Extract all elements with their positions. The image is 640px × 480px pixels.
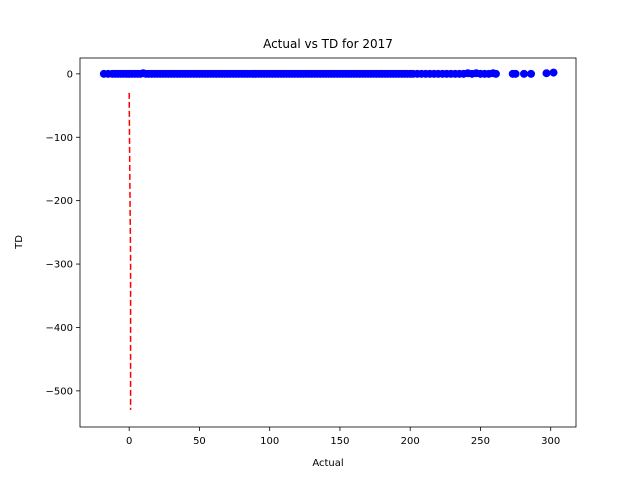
x-tick-label: 50 [193,436,206,447]
y-tick-label: −200 [46,196,73,207]
y-axis-label: TD [14,235,25,250]
x-axis-label: Actual [312,458,343,469]
data-point [527,69,536,78]
y-tick-label: 0 [67,69,73,80]
x-tick-label: 300 [541,436,560,447]
x-tick-label: 0 [126,436,132,447]
x-tick-label: 150 [330,436,349,447]
x-tick-label: 200 [401,436,420,447]
data-point [511,69,520,78]
data-point [520,69,529,78]
y-tick-label: −100 [46,133,73,144]
y-axis: 0 −100 −200 −300 −400 −500 [46,69,80,397]
x-tick-label: 250 [471,436,490,447]
y-tick-label: −400 [46,323,73,334]
data-point [491,69,500,78]
x-tick-label: 100 [260,436,279,447]
y-tick-label: −500 [46,386,73,397]
axes-frame [79,57,577,428]
x-axis: 0 50 100 150 200 250 300 [126,427,560,447]
chart-title: Actual vs TD for 2017 [263,37,393,51]
trend-line [128,92,132,410]
data-point [549,68,558,77]
scatter-points [99,68,558,78]
plot-area [79,57,577,428]
y-tick-label: −300 [46,260,73,271]
dashed-line [128,92,132,410]
data-point [542,69,551,78]
